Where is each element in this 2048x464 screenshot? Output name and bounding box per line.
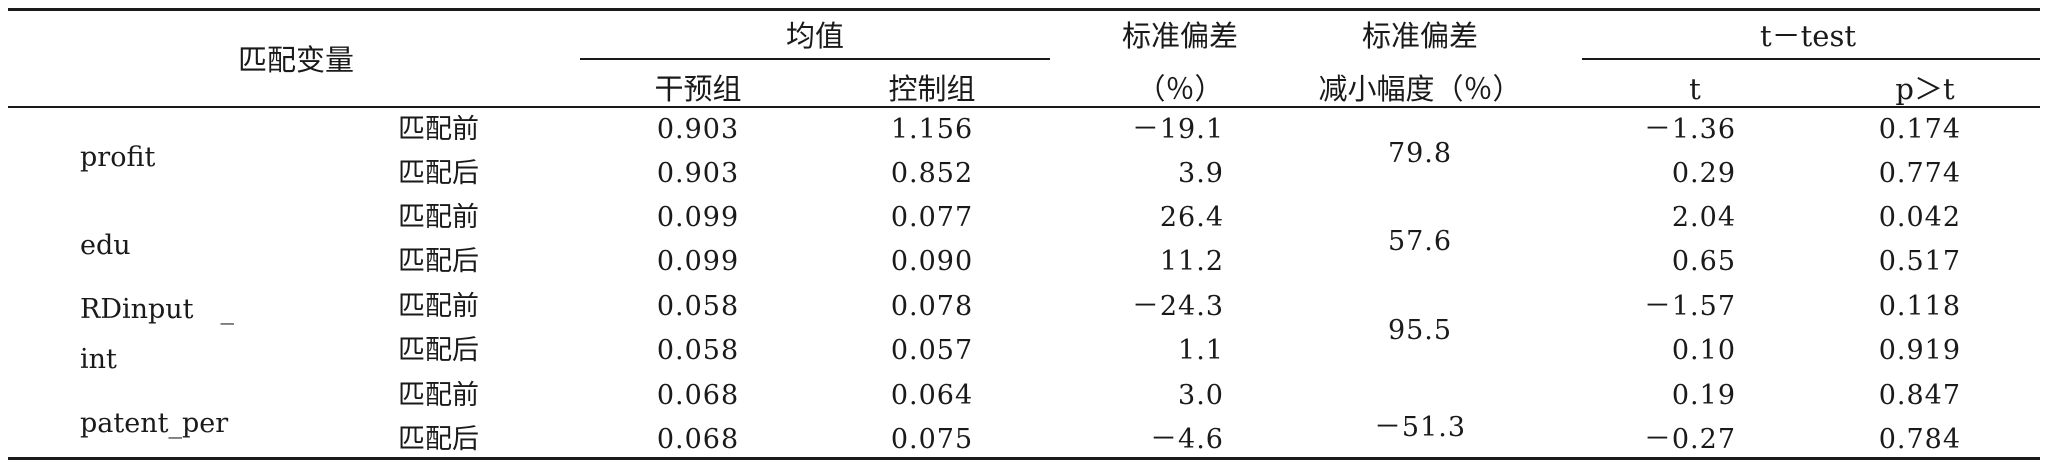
bias-value: －24.3 — [1131, 291, 1224, 322]
stage-label: 匹配后 — [398, 246, 479, 277]
p-value: 0.847 — [1878, 380, 1961, 411]
stage-label: 匹配前 — [398, 202, 479, 233]
header-bottom-rule — [8, 106, 2040, 108]
stage-label: 匹配后 — [398, 158, 479, 189]
p-value: 0.784 — [1878, 424, 1961, 455]
bottom-rule — [8, 457, 2040, 460]
bias-value: 1.1 — [1178, 335, 1224, 366]
t-value: 0.19 — [1671, 380, 1736, 411]
header-bias-reduction-unit: 减小幅度（％） — [1318, 72, 1522, 106]
treat-value: 0.058 — [656, 291, 740, 322]
header-treatment-group: 干预组 — [654, 72, 742, 106]
treat-value: 0.903 — [656, 158, 740, 189]
t-value: －1.57 — [1643, 291, 1736, 322]
stage-label: 匹配后 — [398, 424, 479, 455]
bias-value: 26.4 — [1159, 202, 1224, 233]
control-value: 0.090 — [890, 246, 974, 277]
mean-group-rule — [580, 58, 1050, 60]
t-value: 0.10 — [1671, 335, 1736, 366]
control-value: 0.057 — [890, 335, 974, 366]
control-value: 0.077 — [890, 202, 974, 233]
control-value: 0.064 — [890, 380, 974, 411]
bias-value: －4.6 — [1150, 424, 1224, 455]
header-control-group: 控制组 — [888, 72, 976, 106]
header-ttest: t－test — [1759, 19, 1857, 53]
ttest-group-rule — [1582, 58, 2040, 60]
variable-name: RDinput _ — [80, 294, 235, 325]
treat-value: 0.099 — [656, 202, 740, 233]
bias-value: －19.1 — [1131, 114, 1224, 145]
t-value: 0.29 — [1671, 158, 1736, 189]
variable-name: profit — [80, 142, 156, 173]
bias-value: 11.2 — [1159, 246, 1224, 277]
header-bias-reduction: 标准偏差 — [1361, 19, 1479, 53]
control-value: 0.075 — [890, 424, 974, 455]
t-value: －0.27 — [1643, 424, 1736, 455]
header-t: t — [1689, 72, 1701, 106]
control-value: 1.156 — [890, 114, 974, 145]
variable-name: patent_per — [80, 408, 229, 439]
control-value: 0.078 — [890, 291, 974, 322]
bias-value: 3.0 — [1178, 380, 1224, 411]
top-rule — [8, 8, 2040, 11]
bias-value: 3.9 — [1178, 158, 1224, 189]
reduction-value: 95.5 — [1387, 315, 1453, 346]
stage-label: 匹配后 — [398, 335, 479, 366]
treat-value: 0.068 — [656, 380, 740, 411]
reduction-value: 57.6 — [1387, 226, 1453, 257]
stage-label: 匹配前 — [398, 380, 479, 411]
stage-label: 匹配前 — [398, 114, 479, 145]
reduction-value: －51.3 — [1373, 412, 1467, 443]
treat-value: 0.903 — [656, 114, 740, 145]
variable-name: edu — [80, 230, 131, 261]
p-value: 0.174 — [1878, 114, 1961, 145]
t-value: 0.65 — [1671, 246, 1736, 277]
stage-label: 匹配前 — [398, 291, 479, 322]
header-match-variable: 匹配变量 — [237, 43, 355, 77]
t-value: －1.36 — [1643, 114, 1736, 145]
reduction-value: 79.8 — [1387, 138, 1453, 169]
p-value: 0.774 — [1878, 158, 1961, 189]
control-value: 0.852 — [890, 158, 974, 189]
p-value: 0.517 — [1878, 246, 1961, 277]
header-std-bias: 标准偏差 — [1121, 19, 1239, 53]
header-std-bias-unit: （％） — [1136, 72, 1224, 106]
header-mean: 均值 — [785, 19, 845, 53]
treat-value: 0.058 — [656, 335, 740, 366]
variable-name-continued: int — [80, 344, 117, 375]
t-value: 2.04 — [1671, 202, 1736, 233]
p-value: 0.919 — [1878, 335, 1961, 366]
header-p: p＞t — [1895, 72, 1955, 106]
p-value: 0.118 — [1878, 291, 1961, 322]
p-value: 0.042 — [1878, 202, 1961, 233]
treat-value: 0.068 — [656, 424, 740, 455]
treat-value: 0.099 — [656, 246, 740, 277]
